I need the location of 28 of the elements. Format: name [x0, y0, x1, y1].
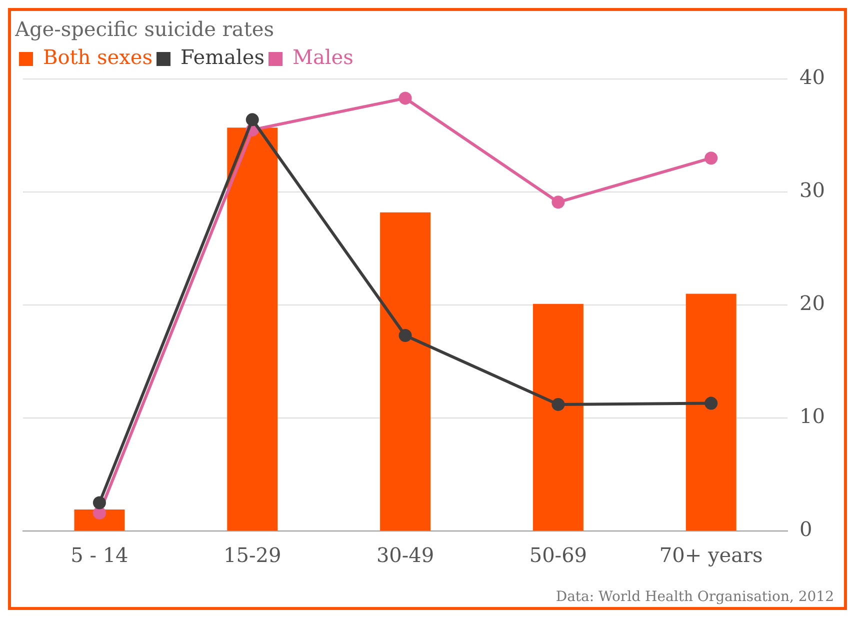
x-tick-label: 50-69 — [529, 543, 588, 568]
y-tick-label: 20 — [800, 291, 826, 316]
legend-label: Both sexes — [43, 45, 152, 70]
y-tick-label: 30 — [800, 178, 826, 202]
y-tick-label: 0 — [800, 517, 812, 542]
point — [398, 92, 412, 105]
x-tick-label: 70+ years — [659, 543, 763, 568]
text: Data: World Health Organisation, 2012 — [556, 589, 834, 605]
point — [704, 152, 718, 165]
point — [92, 506, 106, 520]
bar — [227, 128, 278, 530]
bar — [686, 294, 736, 530]
x-tick-label: 15-29 — [224, 543, 282, 568]
y-tick-label: 10 — [800, 404, 826, 428]
point — [92, 496, 106, 510]
point — [552, 398, 565, 411]
x-tick-label: 5 - 14 — [70, 543, 128, 568]
bar — [380, 212, 431, 530]
bar — [532, 304, 584, 530]
legend-label: Females — [180, 45, 265, 70]
point — [398, 329, 412, 342]
y-tick-label: 40 — [800, 65, 826, 90]
x-tick-label: 30-49 — [376, 543, 434, 568]
legend-label: Males — [292, 45, 354, 70]
point — [704, 396, 718, 410]
point — [246, 113, 259, 126]
point — [552, 196, 565, 209]
chart-title: Age-specific suicide rates — [14, 17, 274, 42]
